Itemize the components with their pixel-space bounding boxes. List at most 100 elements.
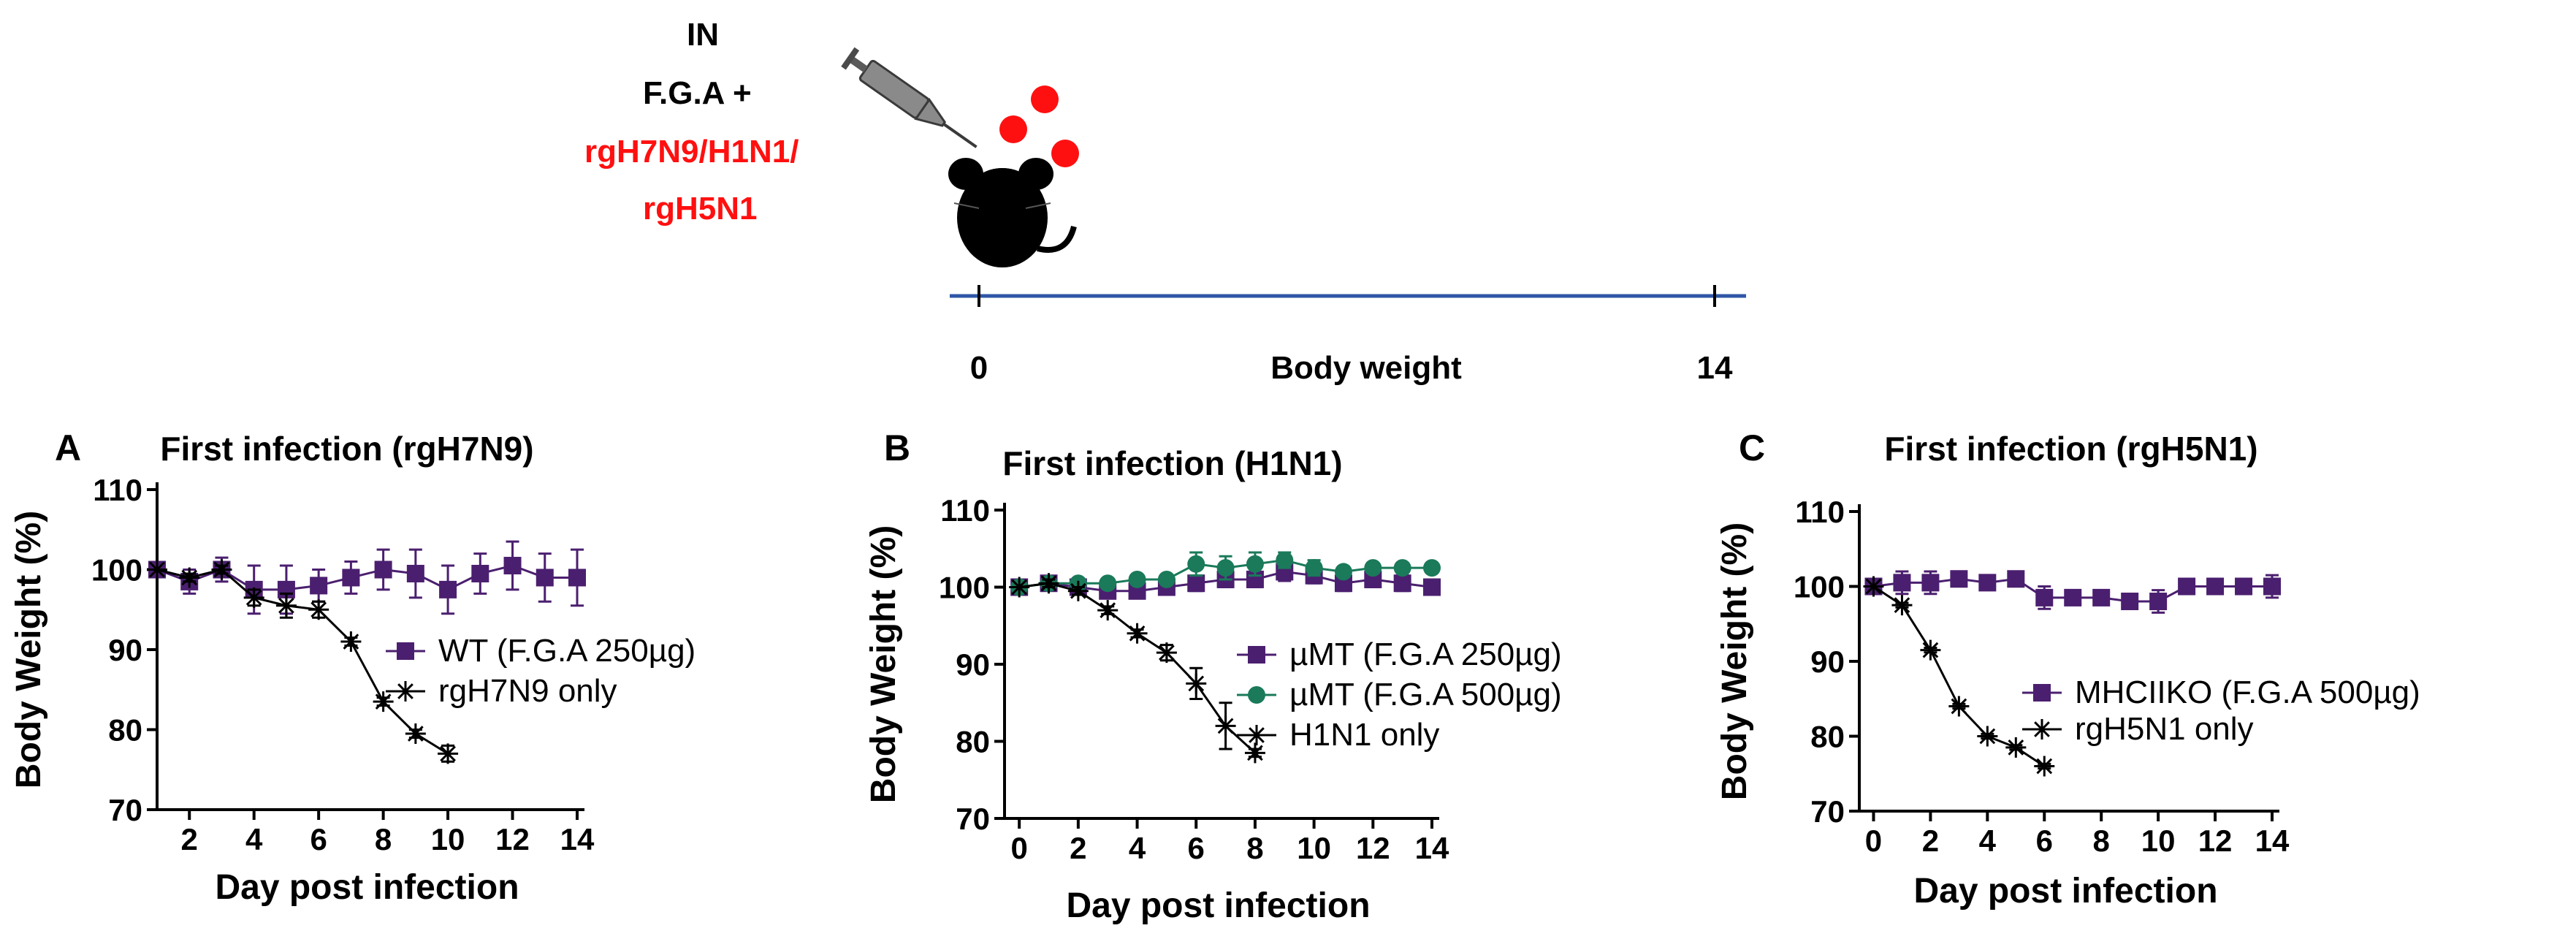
data-point [1244,742,1265,764]
data-point [1891,595,1913,616]
data-point [2235,577,2253,596]
data-point [1893,574,1911,592]
data-point [308,599,329,620]
panel-b: B First infection (H1N1) 70 80 90 100 110 0 2 4 6 8… [864,427,1562,925]
data-point [1950,570,1968,588]
data-point [1921,574,1940,592]
panel-a: A First infection (rgH7N9) 70 80 90 100 110 2 4 6… [9,427,696,907]
data-point [536,569,554,587]
x-tick-label: 14 [1415,831,1449,865]
chart-title: First infection (rgH5N1) [1884,430,2257,468]
legend-label: µMT (F.G.A 500µg) [1289,677,1562,712]
data-point [2005,737,2027,758]
data-point [406,564,424,582]
series-line [156,568,449,755]
data-point [2007,570,2025,588]
panel-letter: A [55,427,81,468]
data-point [1948,696,1970,717]
y-tick-label: 110 [93,473,142,507]
series-line [1872,585,2046,767]
data-point [1186,673,1207,694]
series-2 [1009,573,1265,764]
data-point [1863,576,1884,597]
x-tick-label: 12 [2198,824,2233,858]
data-point [471,564,489,582]
timeline-label: Body weight [1270,350,1462,386]
data-point [2263,577,2281,596]
x-axis-label: Day post infection [1913,872,2217,911]
virus-label-line1: rgH7N9/H1N1/ [584,134,799,170]
data-point [1067,580,1089,601]
data-point [2178,577,2196,596]
x-tick-label: 12 [1356,831,1390,865]
x-axis-label: Day post infection [215,868,519,907]
x-tick-label: 4 [1129,831,1146,865]
chart-title: First infection (rgH7N9) [160,430,533,468]
treatment-label: F.G.A + [643,75,752,111]
data-point [1009,577,1030,598]
data-point [1156,642,1177,664]
y-tick-label: 80 [108,713,142,748]
data-point [1246,555,1264,573]
data-point [1127,623,1148,644]
x-tick-label: 2 [1922,824,1939,858]
x-tick-label: 12 [495,822,530,856]
data-point [1423,559,1441,577]
data-point [211,559,232,580]
data-point [2149,593,2168,610]
data-point [2034,756,2055,777]
x-tick-label: 6 [1188,831,1205,865]
y-tick-label: 70 [1810,794,1845,829]
mouse-icon [948,158,1077,267]
data-point [1276,551,1294,569]
series-1 [1863,576,2055,777]
series-0 [1864,570,2281,614]
data-point [243,587,264,608]
data-point [373,691,394,712]
y-axis-label: Body Weight (%) [864,525,903,803]
data-point [2206,577,2225,596]
data-point [2035,588,2054,607]
data-point [1097,600,1119,621]
data-point [1099,574,1117,593]
data-point [275,595,297,616]
data-point [2092,588,2111,607]
data-point [1128,570,1146,588]
data-point [340,631,362,653]
data-point [147,559,167,580]
y-tick-label: 70 [956,802,990,836]
legend-label: rgH7N9 only [438,673,617,709]
data-point [1216,559,1235,577]
x-tick-label: 6 [310,822,327,856]
data-point [439,580,457,598]
data-point [1187,555,1205,573]
x-tick-label: 8 [2093,824,2110,858]
data-point [503,557,522,575]
x-tick-label: 0 [1010,831,1027,865]
timeline-start-label: 0 [970,350,988,386]
data-point [2064,588,2082,607]
legend-label: rgH5N1 only [2075,711,2254,747]
legend-label: WT (F.G.A 250µg) [438,633,696,669]
data-point [374,560,392,579]
y-axis-label: Body Weight (%) [9,511,48,788]
virus-particle-icon [1031,85,1059,113]
panel-letter: B [884,427,910,468]
y-axis-label: Body Weight (%) [1715,522,1754,800]
legend-label: H1N1 only [1289,717,1439,753]
y-tick-label: 80 [956,725,990,759]
x-tick-label: 14 [560,822,595,856]
x-tick-label: 4 [1979,824,1997,858]
data-point [1334,563,1352,581]
x-tick-label: 4 [245,822,263,856]
schematic: IN F.G.A + rgH7N9/H1N1/ rgH5N1 [584,17,1746,386]
data-point [1157,570,1175,588]
data-point [342,569,360,587]
x-tick-label: 0 [1865,824,1882,858]
legend-label: MHCIIKO (F.G.A 500µg) [2075,674,2420,710]
y-tick-label: 90 [956,647,990,682]
y-tick-label: 90 [108,633,142,667]
data-point [405,723,426,744]
data-point [568,569,586,587]
